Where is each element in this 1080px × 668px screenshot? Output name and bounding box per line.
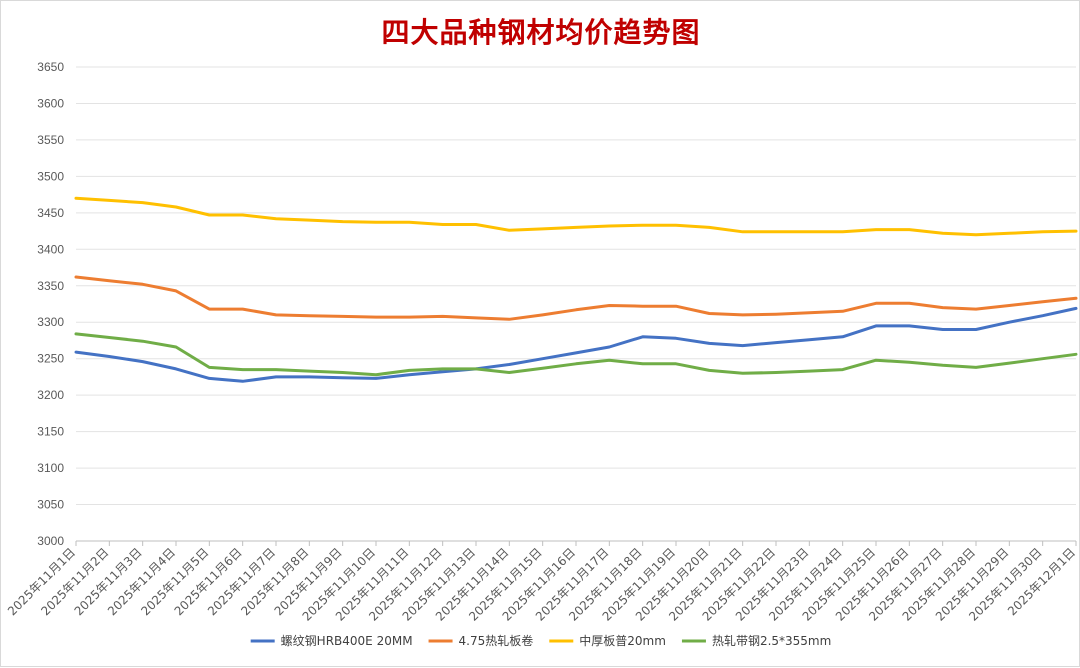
- y-tick-label: 3600: [37, 96, 64, 110]
- y-tick-label: 3550: [37, 133, 64, 147]
- y-tick-label: 3350: [37, 279, 64, 293]
- y-tick-label: 3250: [37, 352, 64, 366]
- series-lines: [74, 196, 1078, 383]
- y-tick-label: 3000: [37, 534, 64, 548]
- y-axis-ticks: 3000 3050 3100 3150 3200 3250 3300 3350 3400 3450…: [37, 60, 64, 548]
- y-tick-label: 3300: [37, 315, 64, 329]
- y-tick-label: 3100: [37, 461, 64, 475]
- y-tick-label: 3200: [37, 388, 64, 402]
- y-tick-label: 3500: [37, 169, 64, 183]
- legend-label-1: 螺纹钢HRB400E 20MM: [281, 634, 413, 648]
- series-line-4: [74, 332, 1078, 377]
- series-line-2: [74, 275, 1078, 321]
- legend-label-3: 中厚板普20mm: [579, 633, 666, 648]
- y-tick-label: 3150: [37, 425, 64, 439]
- x-axis-ticks: 2025年11月1日2025年11月2日2025年11月3日2025年11月4日…: [5, 541, 1078, 624]
- legend: 螺纹钢HRB400E 20MM 4.75热轧板卷 中厚板普20mm 热轧带钢2.5*3…: [250, 633, 831, 648]
- y-tick-label: 3650: [37, 60, 64, 74]
- legend-label-2: 4.75热轧板卷: [459, 633, 534, 648]
- gridlines: [76, 66, 1076, 542]
- y-tick-label: 3450: [37, 206, 64, 220]
- legend-label-4: 热轧带钢2.5*355mm: [712, 634, 831, 648]
- y-tick-label: 3400: [37, 242, 64, 256]
- chart-title: 四大品种钢材均价趋势图: [381, 16, 701, 49]
- series-line-1: [74, 306, 1078, 383]
- y-tick-label: 3050: [37, 498, 64, 512]
- series-line-3: [74, 196, 1078, 237]
